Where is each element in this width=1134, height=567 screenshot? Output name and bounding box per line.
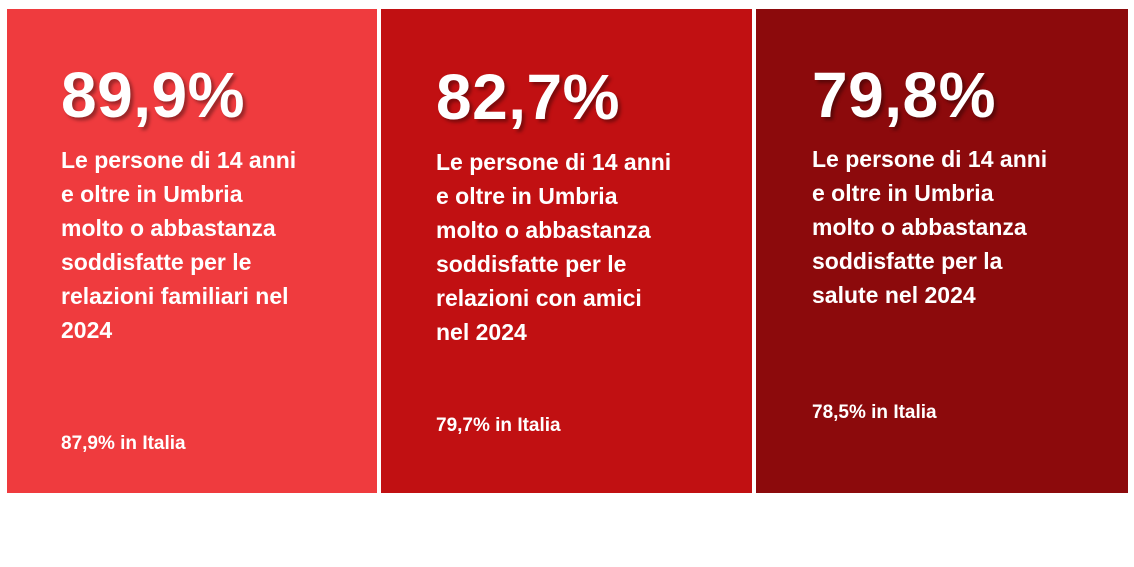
- stat-value: 89,9%: [61, 59, 245, 131]
- italy-comparison: 87,9% in Italia: [61, 433, 186, 454]
- stat-description: Le persone di 14 anni e oltre in Umbria …: [812, 146, 1048, 308]
- stat-card-family-relations: 89,9% Le persone di 14 anni e oltre in U…: [7, 9, 377, 493]
- stat-card-health: 79,8% Le persone di 14 anni e oltre in U…: [756, 9, 1128, 493]
- stat-value: 82,7%: [436, 61, 620, 133]
- stat-description: Le persone di 14 anni e oltre in Umbria …: [436, 149, 672, 345]
- stat-card-friend-relations: 82,7% Le persone di 14 anni e oltre in U…: [381, 9, 752, 493]
- italy-comparison: 79,7% in Italia: [436, 415, 561, 436]
- stat-description: Le persone di 14 anni e oltre in Umbria …: [61, 147, 297, 343]
- stat-value: 79,8%: [812, 59, 996, 131]
- italy-comparison: 78,5% in Italia: [812, 402, 937, 423]
